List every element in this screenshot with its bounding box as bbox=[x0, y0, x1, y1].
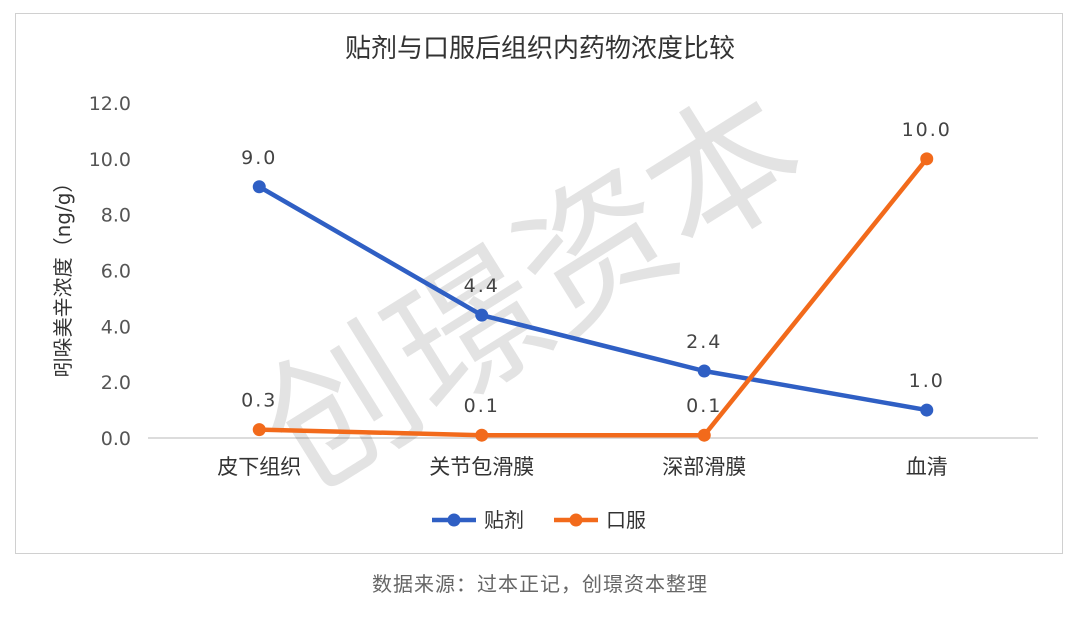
y-tick-label: 2.0 bbox=[101, 372, 131, 394]
data-label: 4.4 bbox=[464, 275, 500, 297]
y-tick-label: 6.0 bbox=[101, 261, 131, 283]
y-axis-label: 吲哚美辛浓度（ng/g） bbox=[51, 173, 75, 378]
data-label: 9.0 bbox=[241, 147, 277, 169]
data-point bbox=[697, 428, 711, 442]
data-point bbox=[920, 152, 934, 166]
y-tick-labels: 0.0 2.0 4.0 6.0 8.0 10.0 12.0 bbox=[89, 93, 131, 450]
y-tick-label: 12.0 bbox=[89, 93, 131, 115]
x-tick-label: 关节包滑膜 bbox=[429, 455, 534, 479]
data-label: 0.1 bbox=[686, 395, 722, 417]
source-caption: 数据来源：过本正记，创璟资本整理 bbox=[372, 572, 708, 596]
data-label: 0.1 bbox=[464, 395, 500, 417]
x-tick-label: 血清 bbox=[906, 455, 948, 479]
legend-label: 口服 bbox=[606, 508, 646, 532]
data-point bbox=[697, 364, 711, 378]
y-tick-label: 10.0 bbox=[89, 149, 131, 171]
chart-title: 贴剂与口服后组织内药物浓度比较 bbox=[345, 34, 735, 64]
legend: 贴剂 口服 bbox=[432, 508, 646, 532]
chart-frame bbox=[15, 13, 1063, 554]
x-tick-labels: 皮下组织 关节包滑膜 深部滑膜 血清 bbox=[217, 455, 948, 479]
legend-marker bbox=[447, 513, 461, 527]
data-point bbox=[920, 403, 934, 417]
legend-marker bbox=[569, 513, 583, 527]
x-tick-label: 深部滑膜 bbox=[662, 455, 746, 479]
data-point bbox=[252, 180, 266, 194]
data-label: 1.0 bbox=[909, 370, 945, 392]
series-layer: 9.0 4.4 2.4 1.0 0.3 0.1 0.1 10.0 bbox=[241, 119, 952, 442]
data-point bbox=[475, 428, 489, 442]
data-label: 0.3 bbox=[241, 390, 277, 412]
x-tick-label: 皮下组织 bbox=[217, 455, 301, 479]
data-point bbox=[475, 308, 489, 322]
data-label: 10.0 bbox=[902, 119, 952, 141]
y-tick-label: 4.0 bbox=[101, 316, 131, 338]
series-line-1 bbox=[257, 156, 929, 438]
y-tick-label: 8.0 bbox=[101, 205, 131, 227]
data-point bbox=[252, 423, 266, 437]
y-tick-label: 0.0 bbox=[101, 428, 131, 450]
series-line-0 bbox=[257, 184, 929, 413]
data-label: 2.4 bbox=[686, 331, 722, 353]
legend-label: 贴剂 bbox=[484, 508, 524, 532]
